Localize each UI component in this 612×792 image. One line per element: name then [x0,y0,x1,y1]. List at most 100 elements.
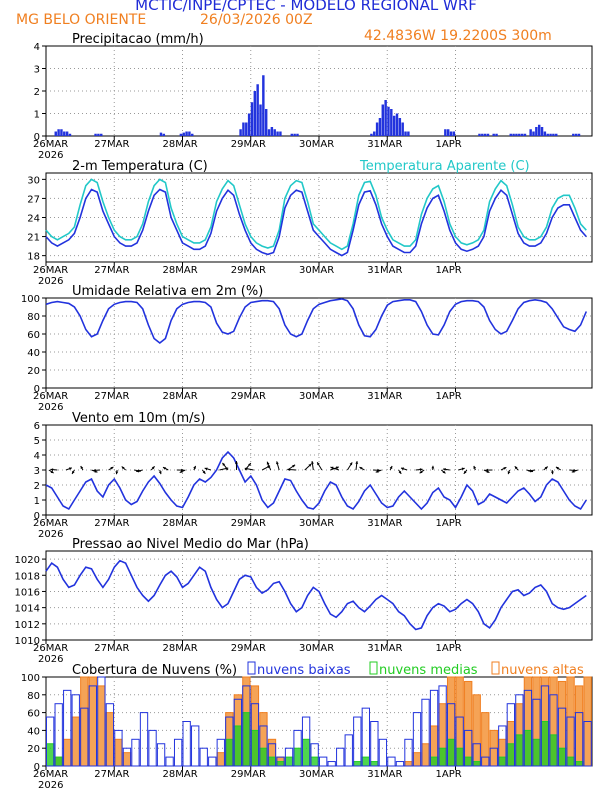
cloud-mid-bar [446,738,456,767]
y-tick-label: 4 [34,451,40,462]
cloud-low-bar [242,685,251,767]
y-tick-label: 24 [27,214,40,225]
precip-bar [264,109,268,136]
precip-bar [404,131,407,136]
cloud-low-bar [199,747,208,767]
x-tick-label: 26MAR [33,518,68,529]
cloud-high-bar [105,712,115,767]
cloud-low-bar [583,721,592,767]
wind-arrow-head [68,467,72,471]
x-tick-label: 26MAR [33,643,68,654]
cloud-low-bar [216,738,225,767]
cloud-mid-bar [353,761,362,767]
wind-arrow-head [375,470,379,473]
cloud-low-bar [122,747,132,767]
legend-apparent-temp: Temperatura Aparente (C) [359,159,530,174]
precip-bar [239,129,242,136]
precip-bar [373,131,376,136]
x-tick-label: 30MAR [299,265,334,276]
x-tick-label: 28MAR [163,769,198,780]
cloud-mid-bar [310,756,319,767]
precip-bar [276,131,279,136]
cloud-low-bar [353,716,362,767]
cloud-mid-bar [361,756,370,767]
cloud-low-bar [80,707,89,767]
cloud-mid-bar [515,734,524,767]
cloud-high-bar [216,752,225,767]
apparent-temp-line [45,178,587,251]
panel-title: Precipitacao (mm/h) [72,32,204,47]
cloud-mid-bar [242,712,251,767]
precip-bar [245,122,248,136]
x-tick-label: 29MAR [231,518,266,529]
precip-bar [253,91,257,136]
cloud-low-bar [284,747,294,767]
precip-bar [273,129,276,136]
cloud-mid-bar [293,747,302,767]
precip-bar [97,133,100,136]
y-tick-label: 1 [34,110,40,121]
cloud-mid-bar [284,756,294,767]
wind-arrow-head [163,467,166,470]
x-tick-label: 31MAR [367,265,402,276]
cloud-low-bar [498,725,507,767]
x-tick-label: 28MAR [163,265,198,276]
legend-swatch [491,661,500,675]
cloud-mid-bar [574,761,584,767]
cloud-low-bar [506,703,516,767]
cloud-low-bar [336,747,345,767]
panel-title: Pressao ao Nivel Medio do Mar (hPa) [72,537,309,552]
precip-bar [481,133,484,136]
precip-bar [378,118,382,136]
y-tick-label: 80 [27,691,40,702]
wind-arrow-head [179,470,183,473]
x-tick-label: 31MAR [367,139,402,150]
precip-bar [179,133,183,136]
wind-arrow-head [266,461,270,465]
y-tick-label: 60 [27,709,40,720]
precip-bar [54,131,57,136]
cloud-low-bar [156,743,166,767]
cloud-mid-bar [455,747,464,767]
x-tick-label: 27MAR [94,769,129,780]
cloud-low-bar [319,756,328,767]
x-tick-label: 30MAR [299,391,334,402]
precip-bar [529,129,532,136]
precip-bar [523,133,527,136]
precip-bar [543,131,547,136]
x-tick-label: 1APR [436,265,462,276]
cloud-high-bar [122,752,132,767]
x-tick-label: 30MAR [299,518,334,529]
wind-arrow-head [485,468,489,472]
wind-arrow-head [222,462,226,466]
x-tick-label: 31MAR [367,643,402,654]
x-tick-label: 27MAR [94,391,129,402]
wind-arrow-head [486,470,490,473]
x-tick-label: 30MAR [299,769,334,780]
cloud-low-bar [421,698,430,767]
x-tick-label: 26MAR [33,139,68,150]
y-tick-label: 27 [27,194,40,205]
wind-arrow-head [355,461,359,464]
precip-bar [495,133,498,136]
cloud-low-bar [233,698,243,767]
precip-bar [390,109,393,136]
x-tick-label: 26MAR [33,391,68,402]
x-year-label: 2026 [38,529,63,540]
precip-bar [65,131,69,136]
x-tick-label: 1APR [436,769,462,780]
y-tick-label: 3 [34,65,40,76]
cloud-mid-bar [250,729,260,767]
precip-bar [486,133,490,136]
precip-bar [384,100,387,136]
y-tick-label: 2 [34,87,40,98]
precip-bar [387,106,390,136]
x-tick-label: 28MAR [163,643,198,654]
cloud-low-bar [310,743,319,767]
y-tick-label: 5 [34,436,40,447]
cloud-low-bar [208,756,217,767]
cloud-low-bar [54,703,63,767]
cloud-low-bar [88,685,97,767]
wind-arrow-head [431,465,435,469]
cloud-high-bar [472,694,481,767]
